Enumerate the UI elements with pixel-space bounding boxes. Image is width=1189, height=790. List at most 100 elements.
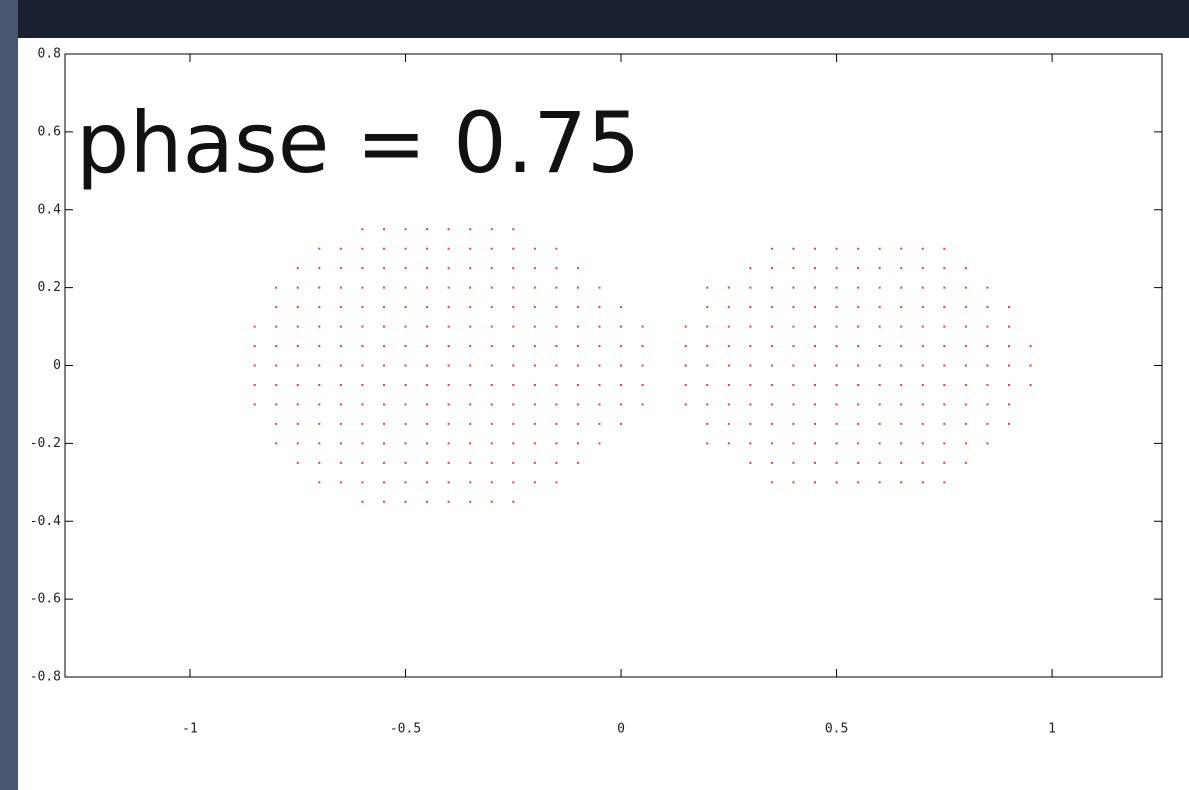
- point: [490, 247, 493, 250]
- point: [878, 461, 881, 464]
- point: [296, 442, 299, 445]
- point: [382, 403, 385, 406]
- point: [296, 461, 299, 464]
- point: [835, 267, 838, 270]
- point: [447, 500, 450, 503]
- point: [275, 442, 278, 445]
- point: [469, 500, 472, 503]
- point: [382, 267, 385, 270]
- point: [598, 383, 601, 386]
- point: [469, 345, 472, 348]
- point: [469, 306, 472, 309]
- point: [512, 325, 515, 328]
- y-tick-label: 0.4: [38, 202, 62, 217]
- point: [964, 383, 967, 386]
- point: [426, 247, 429, 250]
- plot-panel: [18, 38, 1189, 790]
- point: [857, 345, 860, 348]
- point: [469, 228, 472, 231]
- point: [339, 345, 342, 348]
- point: [641, 325, 644, 328]
- point: [770, 403, 773, 406]
- point: [512, 228, 515, 231]
- point: [533, 461, 536, 464]
- point: [339, 461, 342, 464]
- point: [361, 228, 364, 231]
- point: [964, 345, 967, 348]
- point: [447, 442, 450, 445]
- point: [986, 306, 989, 309]
- point: [361, 422, 364, 425]
- point: [490, 422, 493, 425]
- point: [382, 228, 385, 231]
- point: [964, 461, 967, 464]
- point: [512, 422, 515, 425]
- point: [426, 403, 429, 406]
- y-tick-label: -0.6: [30, 592, 61, 607]
- point: [339, 247, 342, 250]
- point: [943, 247, 946, 250]
- point: [620, 364, 623, 367]
- point: [598, 442, 601, 445]
- point: [727, 403, 730, 406]
- point: [404, 247, 407, 250]
- point: [770, 345, 773, 348]
- point: [447, 403, 450, 406]
- point: [921, 247, 924, 250]
- point: [426, 306, 429, 309]
- point: [598, 325, 601, 328]
- point: [361, 500, 364, 503]
- point: [512, 306, 515, 309]
- point: [253, 383, 256, 386]
- point: [814, 481, 817, 484]
- point: [296, 325, 299, 328]
- point: [878, 306, 881, 309]
- point: [382, 383, 385, 386]
- point: [749, 306, 752, 309]
- point: [296, 383, 299, 386]
- point: [490, 345, 493, 348]
- point: [964, 325, 967, 328]
- point: [706, 364, 709, 367]
- point: [964, 403, 967, 406]
- point: [576, 306, 579, 309]
- point: [835, 286, 838, 289]
- point: [964, 267, 967, 270]
- point: [921, 422, 924, 425]
- point: [576, 286, 579, 289]
- point: [964, 422, 967, 425]
- point: [382, 422, 385, 425]
- point: [814, 422, 817, 425]
- point: [275, 306, 278, 309]
- point: [490, 325, 493, 328]
- point: [986, 383, 989, 386]
- point: [770, 286, 773, 289]
- point: [339, 403, 342, 406]
- point: [512, 442, 515, 445]
- point: [770, 267, 773, 270]
- point: [878, 325, 881, 328]
- point: [792, 364, 795, 367]
- point: [361, 403, 364, 406]
- point: [835, 481, 838, 484]
- point: [296, 364, 299, 367]
- point: [533, 345, 536, 348]
- point: [447, 422, 450, 425]
- point: [857, 267, 860, 270]
- point: [490, 306, 493, 309]
- point: [684, 383, 687, 386]
- point: [361, 481, 364, 484]
- point: [382, 306, 385, 309]
- point: [943, 481, 946, 484]
- point: [275, 422, 278, 425]
- x-tick-label: 0.5: [825, 722, 848, 737]
- point: [382, 247, 385, 250]
- point: [361, 364, 364, 367]
- point: [533, 286, 536, 289]
- point: [921, 461, 924, 464]
- point: [878, 481, 881, 484]
- y-tick-label: 0.2: [38, 280, 61, 295]
- point: [361, 383, 364, 386]
